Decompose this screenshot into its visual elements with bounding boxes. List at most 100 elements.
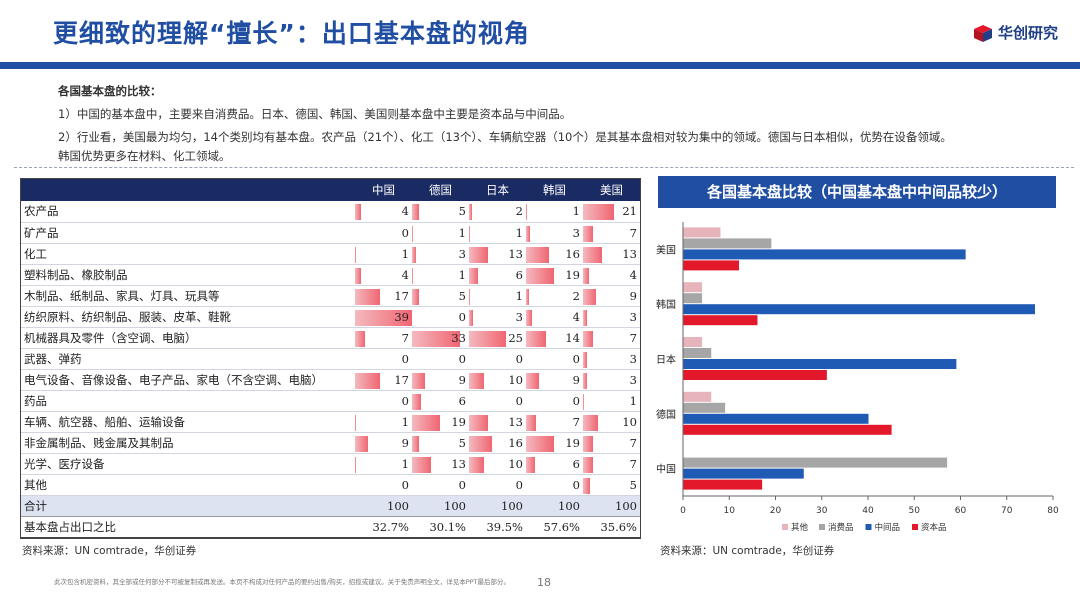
cell-value: 10 bbox=[508, 372, 523, 387]
chart-bar bbox=[683, 391, 712, 402]
value-cell: 6 bbox=[469, 264, 526, 286]
legend-swatch bbox=[782, 524, 788, 530]
cell-value: 1 bbox=[401, 414, 409, 429]
value-cell: 1 bbox=[526, 201, 583, 223]
data-bar bbox=[583, 393, 585, 410]
brand-name: 华创研究 bbox=[997, 24, 1058, 42]
summary-point-2: 2）行业看，美国最为均匀，14个类别均有基本盘。农产品（21个）、化工（13个）… bbox=[58, 130, 952, 144]
cell-value: 0 bbox=[458, 351, 466, 366]
data-bar bbox=[583, 372, 588, 389]
summary-point-2-cont: 韩国优势更多在材料、化工领域。 bbox=[58, 149, 231, 163]
cell-value: 5 bbox=[629, 477, 637, 492]
data-bar bbox=[469, 435, 493, 452]
value-cell: 100 bbox=[355, 494, 412, 517]
cell-value: 0 bbox=[458, 309, 466, 324]
x-tick-label: 50 bbox=[909, 506, 921, 516]
cell-value: 0 bbox=[401, 225, 409, 240]
table-row: 机械器具及零件（含空调、电脑） 7 33 25 14 7 bbox=[21, 327, 640, 349]
value-cell: 30.1% bbox=[412, 516, 469, 538]
cell-value: 1 bbox=[401, 246, 409, 261]
chart-bar bbox=[683, 468, 804, 479]
column-header: 德国 bbox=[412, 179, 469, 201]
data-bar bbox=[469, 456, 484, 473]
cell-value: 1 bbox=[629, 393, 637, 408]
cell-value: 7 bbox=[401, 330, 409, 345]
row-label: 武器、弹药 bbox=[21, 348, 355, 370]
cell-value: 9 bbox=[401, 435, 409, 450]
chart-bar bbox=[683, 282, 702, 293]
table-row: 武器、弹药 0 0 0 0 3 bbox=[21, 348, 640, 370]
cell-value: 16 bbox=[565, 246, 580, 261]
value-cell: 13 bbox=[412, 453, 469, 475]
value-cell: 10 bbox=[469, 369, 526, 391]
data-bar bbox=[355, 456, 357, 473]
row-label: 机械器具及零件（含空调、电脑） bbox=[21, 327, 355, 349]
cell-value: 4 bbox=[572, 309, 580, 324]
data-bar bbox=[583, 330, 594, 347]
cell-value: 13 bbox=[622, 246, 637, 261]
value-cell: 0 bbox=[526, 474, 583, 496]
data-bar bbox=[526, 204, 528, 220]
summary-heading: 各国基本盘的比较： bbox=[58, 84, 162, 98]
cell-value: 4 bbox=[401, 267, 409, 282]
cell-value: 0 bbox=[458, 477, 466, 492]
value-cell: 14 bbox=[526, 327, 583, 349]
value-cell: 0 bbox=[355, 390, 412, 412]
value-cell: 0 bbox=[412, 474, 469, 496]
cell-value: 2 bbox=[572, 288, 580, 303]
cell-value: 17 bbox=[394, 372, 409, 387]
cell-value: 3 bbox=[629, 372, 637, 387]
data-bar bbox=[526, 267, 554, 284]
data-bar bbox=[412, 267, 414, 284]
data-bar bbox=[412, 414, 440, 431]
cell-value: 25 bbox=[508, 330, 523, 345]
summary-block: 各国基本盘的比较： 1）中国的基本盘中，主要来自消费品。日本、德国、韩国、美国则… bbox=[58, 82, 1068, 166]
cell-value: 100 bbox=[444, 498, 466, 513]
chart-bar bbox=[683, 260, 739, 271]
legend-swatch bbox=[912, 524, 918, 530]
value-cell: 100 bbox=[583, 494, 640, 517]
value-cell: 1 bbox=[355, 243, 412, 265]
page-title: 更细致的理解“擅长”：出口基本盘的视角 bbox=[53, 19, 530, 48]
cell-value: 0 bbox=[515, 393, 523, 408]
table-row: 非金属制品、贱金属及其制品 9 5 16 19 7 bbox=[21, 432, 640, 454]
data-bar bbox=[469, 309, 474, 326]
data-bar bbox=[583, 309, 588, 326]
data-bar bbox=[469, 246, 488, 263]
value-cell: 5 bbox=[412, 201, 469, 223]
x-tick-label: 60 bbox=[955, 506, 967, 516]
chart-bar bbox=[683, 402, 726, 413]
data-bar bbox=[583, 267, 589, 284]
cell-value: 13 bbox=[508, 246, 523, 261]
data-bar bbox=[526, 372, 540, 389]
column-header: 美国 bbox=[583, 179, 640, 201]
value-cell: 25 bbox=[469, 327, 526, 349]
cell-value: 3 bbox=[629, 309, 637, 324]
chart-bar bbox=[683, 337, 702, 347]
value-cell: 1 bbox=[469, 222, 526, 244]
data-bar bbox=[355, 288, 380, 305]
page-number: 18 bbox=[537, 576, 551, 589]
value-cell: 100 bbox=[412, 494, 469, 517]
x-tick-label: 10 bbox=[724, 506, 736, 516]
cell-value: 100 bbox=[615, 498, 637, 513]
value-cell: 0 bbox=[469, 390, 526, 412]
cell-value: 0 bbox=[572, 477, 580, 492]
cell-value: 13 bbox=[508, 414, 523, 429]
row-label: 化工 bbox=[21, 243, 355, 265]
legend-label: 中间品 bbox=[875, 522, 901, 533]
value-cell: 7 bbox=[583, 327, 640, 349]
cell-value: 1 bbox=[458, 225, 466, 240]
chart-title: 各国基本盘比较（中国基本盘中中间品较少） bbox=[658, 176, 1056, 208]
value-cell: 16 bbox=[469, 432, 526, 454]
cell-value: 57.6% bbox=[543, 519, 580, 534]
cell-value: 0 bbox=[401, 477, 409, 492]
cell-value: 3 bbox=[629, 351, 637, 366]
category-label: 日本 bbox=[656, 353, 676, 366]
data-bar bbox=[412, 204, 420, 220]
table-source: 资料来源：UN comtrade，华创证券 bbox=[22, 545, 197, 557]
chart-bar bbox=[683, 315, 758, 326]
brand-cube-icon bbox=[973, 24, 992, 42]
value-cell: 0 bbox=[412, 306, 469, 328]
